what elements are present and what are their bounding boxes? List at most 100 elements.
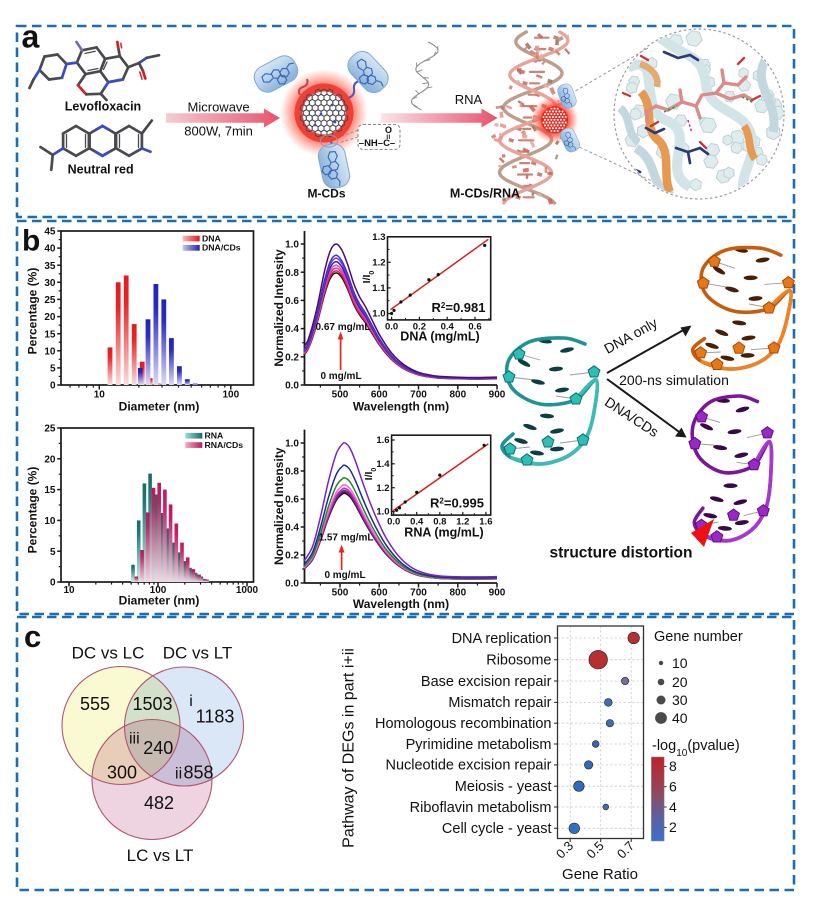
svg-text:Levofloxacin: Levofloxacin xyxy=(65,100,141,114)
svg-text:–NH–C–: –NH–C– xyxy=(359,138,395,149)
svg-text:0.6: 0.6 xyxy=(285,495,299,506)
svg-text:15: 15 xyxy=(44,485,56,496)
svg-text:Gene number: Gene number xyxy=(654,629,743,645)
svg-text:Neutral red: Neutral red xyxy=(68,162,134,176)
svg-text:Normalized Intensity: Normalized Intensity xyxy=(272,249,286,367)
svg-text:1.57 mg/mL: 1.57 mg/mL xyxy=(318,533,373,544)
svg-text:1.0: 1.0 xyxy=(372,309,385,320)
svg-text:DNA replication: DNA replication xyxy=(452,631,552,647)
svg-text:0 mg/mL: 0 mg/mL xyxy=(320,371,361,382)
svg-text:858: 858 xyxy=(183,763,213,783)
svg-text:4: 4 xyxy=(669,799,677,815)
svg-text:M-CDs/RNA: M-CDs/RNA xyxy=(450,187,520,201)
svg-text:R2=0.995: R2=0.995 xyxy=(430,496,484,511)
svg-text:1.2: 1.2 xyxy=(372,258,385,269)
svg-text:M-CDs: M-CDs xyxy=(308,186,346,200)
svg-text:b: b xyxy=(22,224,40,257)
svg-text:Microwave: Microwave xyxy=(188,99,250,114)
svg-text:800W, 7min: 800W, 7min xyxy=(184,124,253,139)
svg-text:40: 40 xyxy=(44,244,56,255)
svg-text:1.2: 1.2 xyxy=(376,483,389,494)
svg-text:Pathway of DEGs in part i+ii: Pathway of DEGs in part i+ii xyxy=(341,648,358,848)
svg-text:R2=0.981: R2=0.981 xyxy=(432,300,486,315)
svg-text:0.4: 0.4 xyxy=(285,324,299,335)
svg-text:0 mg/mL: 0 mg/mL xyxy=(324,570,365,581)
svg-text:0.2: 0.2 xyxy=(285,352,299,363)
svg-text:Nucleotide excision repair: Nucleotide excision repair xyxy=(385,758,551,774)
svg-text:Diameter (nm): Diameter (nm) xyxy=(119,400,200,414)
svg-text:10: 10 xyxy=(44,516,56,527)
svg-text:0.0: 0.0 xyxy=(387,517,400,528)
svg-text:30: 30 xyxy=(672,692,688,708)
svg-text:O: O xyxy=(385,125,392,135)
svg-text:1.3: 1.3 xyxy=(372,232,385,243)
svg-text:structure distortion: structure distortion xyxy=(550,545,693,562)
svg-text:40: 40 xyxy=(672,710,688,726)
svg-text:i: i xyxy=(189,693,193,710)
svg-text:Percentage (%): Percentage (%) xyxy=(26,268,40,355)
svg-text:Wavelength (nm): Wavelength (nm) xyxy=(353,400,449,414)
svg-text:10: 10 xyxy=(63,585,75,596)
svg-text:10: 10 xyxy=(672,655,688,671)
svg-text:Percentage (%): Percentage (%) xyxy=(26,467,40,554)
svg-text:Ribosome: Ribosome xyxy=(486,653,551,669)
svg-text:555: 555 xyxy=(80,694,110,714)
svg-text:DNA (mg/mL): DNA (mg/mL) xyxy=(400,330,479,344)
svg-text:20: 20 xyxy=(44,312,56,323)
svg-text:a: a xyxy=(22,19,40,55)
svg-text:DNA/CDs: DNA/CDs xyxy=(202,243,241,253)
svg-text:DC vs LT: DC vs LT xyxy=(163,644,233,663)
svg-text:0.8: 0.8 xyxy=(285,467,299,478)
svg-text:0: 0 xyxy=(50,381,56,392)
svg-text:1000: 1000 xyxy=(236,585,259,596)
svg-text:0.8: 0.8 xyxy=(285,268,299,279)
svg-text:20: 20 xyxy=(672,674,688,690)
svg-text:Cell cycle - yeast: Cell cycle - yeast xyxy=(442,821,552,837)
svg-text:Homologous recombination: Homologous recombination xyxy=(375,716,552,732)
svg-text:0.0: 0.0 xyxy=(385,321,398,332)
svg-text:RNA/CDs: RNA/CDs xyxy=(205,440,244,450)
svg-text:0.2: 0.2 xyxy=(285,551,299,562)
svg-text:Diameter (nm): Diameter (nm) xyxy=(119,594,200,608)
svg-text:100: 100 xyxy=(222,390,239,401)
svg-text:0: 0 xyxy=(50,578,56,589)
svg-text:10: 10 xyxy=(44,346,56,357)
svg-text:10: 10 xyxy=(94,390,106,401)
svg-text:45: 45 xyxy=(44,227,56,238)
svg-text:2: 2 xyxy=(669,819,677,835)
svg-text:5: 5 xyxy=(50,547,56,558)
svg-text:240: 240 xyxy=(143,738,173,758)
svg-text:LC vs LT: LC vs LT xyxy=(127,846,194,865)
svg-text:1183: 1183 xyxy=(196,707,235,727)
svg-text:800: 800 xyxy=(449,390,466,401)
svg-text:1.4: 1.4 xyxy=(376,459,390,470)
svg-text:0.67 mg/mL: 0.67 mg/mL xyxy=(315,322,370,333)
svg-text:200-ns simulation: 200-ns simulation xyxy=(619,372,729,388)
svg-text:1503: 1503 xyxy=(132,694,172,714)
svg-text:1.6: 1.6 xyxy=(376,435,389,446)
svg-text:iii: iii xyxy=(129,731,140,748)
svg-text:1.0: 1.0 xyxy=(285,240,299,251)
svg-text:1.1: 1.1 xyxy=(372,283,386,294)
svg-text:25: 25 xyxy=(44,424,56,435)
svg-text:RNA (mg/mL): RNA (mg/mL) xyxy=(404,526,483,540)
svg-text:30: 30 xyxy=(44,278,56,289)
svg-text:1.0: 1.0 xyxy=(285,439,299,450)
svg-text:300: 300 xyxy=(107,763,137,783)
svg-text:ii: ii xyxy=(175,766,182,783)
svg-text:DC vs LC: DC vs LC xyxy=(72,644,145,663)
svg-text:0.0: 0.0 xyxy=(285,381,299,392)
svg-text:500: 500 xyxy=(332,588,349,599)
svg-text:900: 900 xyxy=(489,588,506,599)
svg-text:Pyrimidine metabolism: Pyrimidine metabolism xyxy=(406,737,552,753)
svg-text:25: 25 xyxy=(44,295,56,306)
svg-text:500: 500 xyxy=(332,390,349,401)
svg-text:c: c xyxy=(24,619,41,654)
svg-text:0.4: 0.4 xyxy=(285,523,299,534)
svg-text:Base excision repair: Base excision repair xyxy=(421,674,552,690)
svg-text:20: 20 xyxy=(44,454,56,465)
svg-text:900: 900 xyxy=(489,390,506,401)
svg-text:482: 482 xyxy=(144,793,174,813)
svg-text:35: 35 xyxy=(44,261,56,272)
svg-text:Wavelength (nm): Wavelength (nm) xyxy=(353,597,449,611)
